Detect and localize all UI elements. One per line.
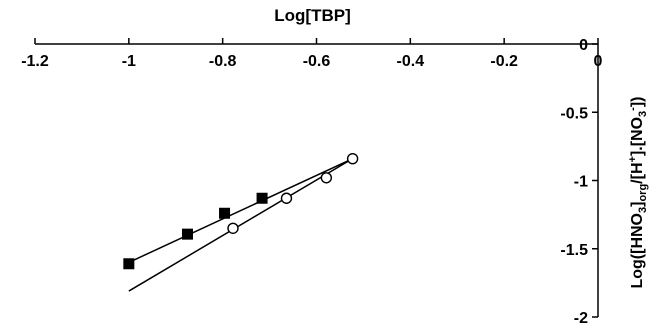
x-ticks: -1.2 -1 -0.8 -0.6 -0.4 -0.2 0 <box>21 38 603 70</box>
x-tick-label: -0.8 <box>209 53 237 70</box>
data-point-square <box>256 192 268 204</box>
data-point-circle <box>320 172 333 184</box>
fit-line-series-2 <box>128 158 354 292</box>
data-point-square <box>219 207 231 219</box>
y-ticks: 0 -0.5 -1 -1.5 -2 <box>560 37 598 325</box>
y-tick-label: -0.5 <box>560 105 588 122</box>
data-point-circle <box>346 152 359 165</box>
data-point-circle <box>227 222 239 234</box>
y-tick-label: -2 <box>574 310 588 325</box>
data-points <box>123 152 359 270</box>
data-point-square <box>123 258 135 270</box>
chart-title: Log[TBP] <box>274 6 350 25</box>
data-point-square <box>181 228 193 240</box>
fit-lines <box>128 157 354 292</box>
x-tick-label: -1 <box>122 53 136 70</box>
y-tick-label: -1 <box>574 174 588 191</box>
y-axis-label: Log([HNO3]org/[H+].[NO3-]) <box>627 96 649 288</box>
fit-line-series-1 <box>128 157 353 264</box>
x-tick-label: -0.2 <box>490 53 518 70</box>
y-tick-label: -1.5 <box>560 242 588 259</box>
x-tick-label: -0.6 <box>303 53 331 70</box>
x-tick-label: -0.4 <box>397 53 425 70</box>
data-point-circle <box>280 192 293 204</box>
x-tick-label: 0 <box>594 53 603 70</box>
x-tick-label: -1.2 <box>21 53 49 70</box>
y-tick-label: 0 <box>579 37 588 54</box>
